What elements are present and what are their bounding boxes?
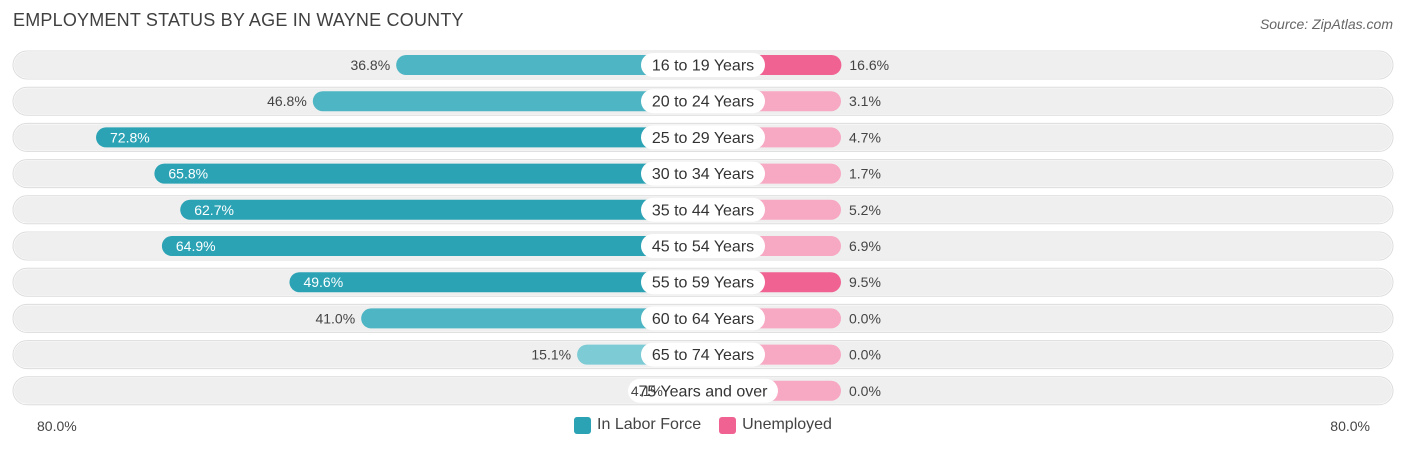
category-pill: [641, 197, 765, 222]
legend-item-labor-force[interactable]: In Labor Force: [574, 416, 701, 434]
category-label: 55 to 59 Years: [652, 275, 754, 292]
value-label-unemployed: 4.7%: [849, 129, 881, 145]
chart-row: 20 to 24 Years 46.8% 3.1%: [12, 86, 1394, 116]
category-label: 20 to 24 Years: [652, 94, 754, 111]
value-label-unemployed: 6.9%: [849, 238, 881, 254]
category-label: 25 to 29 Years: [652, 130, 754, 147]
category-pill: [641, 161, 765, 186]
value-label-labor-force: 41.0%: [315, 310, 355, 326]
category-label: 30 to 34 Years: [652, 166, 754, 183]
bar-labor-force: [96, 127, 703, 148]
chart-row: 35 to 44 Years 62.7% 5.2%: [12, 195, 1394, 225]
chart-row: 60 to 64 Years 41.0% 0.0%: [12, 303, 1394, 333]
category-pill: [641, 234, 765, 258]
bar-labor-force: [161, 236, 704, 256]
bar-labor-force: [154, 163, 703, 184]
axis-left-label: 80.0%: [37, 418, 77, 434]
category-pill: [641, 53, 765, 77]
value-label-labor-force: 15.1%: [531, 347, 571, 363]
value-label-labor-force: 4.1%: [631, 383, 663, 399]
category-pill: [641, 270, 765, 295]
category-label: 35 to 44 Years: [652, 202, 754, 219]
value-label-labor-force: 46.8%: [267, 93, 307, 109]
chart-row: 55 to 59 Years 49.6% 9.5%: [12, 267, 1394, 297]
category-label: 75 Years and over: [639, 383, 769, 400]
category-pill: [628, 378, 778, 403]
legend-label-unemployed: Unemployed: [742, 416, 832, 433]
chart-row: 30 to 34 Years 65.8% 1.7%: [12, 159, 1394, 189]
value-label-unemployed: 16.6%: [849, 57, 889, 73]
value-label-labor-force: 49.6%: [303, 274, 343, 290]
bar-labor-force: [312, 91, 703, 112]
category-label: 45 to 54 Years: [652, 239, 754, 256]
legend-label-labor-force: In Labor Force: [597, 416, 702, 433]
value-label-unemployed: 3.1%: [849, 93, 881, 109]
source-label: Source: ZipAtlas.com: [1259, 16, 1393, 32]
legend-swatch-unemployed: [719, 416, 737, 434]
value-label-labor-force: 36.8%: [350, 57, 390, 73]
value-label-unemployed: 9.5%: [849, 274, 881, 290]
chart-row: 65 to 74 Years 15.1% 0.0%: [12, 340, 1394, 370]
chart-row: 16 to 19 Years 36.8% 16.6%: [12, 50, 1394, 80]
legend-item-unemployed[interactable]: Unemployed: [719, 416, 832, 434]
value-label-labor-force: 62.7%: [194, 202, 234, 218]
bar-labor-force: [361, 308, 703, 329]
value-label-labor-force: 72.8%: [110, 129, 150, 145]
chart-title: EMPLOYMENT STATUS BY AGE IN WAYNE COUNTY: [13, 10, 464, 30]
category-label: 60 to 64 Years: [652, 311, 754, 328]
category-pill: [641, 89, 765, 114]
value-label-unemployed: 0.0%: [849, 383, 881, 399]
value-label-labor-force: 64.9%: [176, 238, 216, 254]
category-label: 65 to 74 Years: [652, 347, 754, 364]
legend: In Labor Force Unemployed: [0, 416, 1406, 434]
bar-labor-force: [180, 199, 703, 220]
chart-row: 25 to 29 Years 72.8% 4.7%: [12, 122, 1394, 152]
bar-labor-force: [289, 272, 703, 293]
category-pill: [641, 342, 765, 367]
chart-row: 45 to 54 Years 64.9% 6.9%: [12, 231, 1394, 261]
value-label-unemployed: 0.0%: [849, 347, 881, 363]
bar-labor-force: [396, 55, 703, 75]
value-label-unemployed: 0.0%: [849, 310, 881, 326]
value-label-unemployed: 1.7%: [849, 166, 881, 182]
value-label-unemployed: 5.2%: [849, 202, 881, 218]
axis-right-label: 80.0%: [1330, 418, 1370, 434]
value-label-labor-force: 65.8%: [168, 166, 208, 182]
legend-swatch-labor-force: [574, 416, 592, 434]
category-pill: [641, 306, 765, 331]
category-pill: [641, 125, 765, 150]
category-label: 16 to 19 Years: [652, 58, 754, 75]
